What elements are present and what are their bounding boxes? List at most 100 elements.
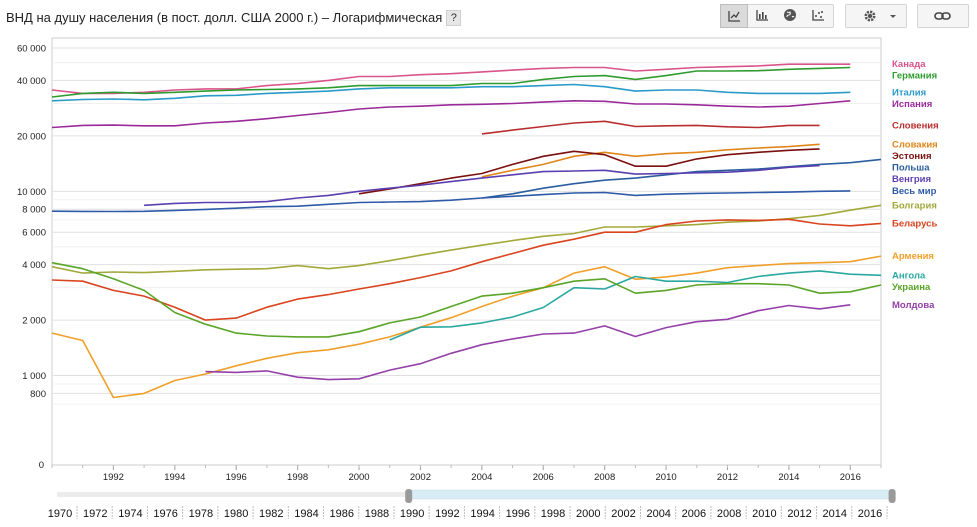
x-tick-label: 2010 <box>656 472 677 483</box>
y-tick-label: 4 000 <box>22 260 46 271</box>
x-tick-label: 2000 <box>348 472 369 483</box>
legend-label: Германия <box>892 71 937 82</box>
timeline-year-label: 1996 <box>506 508 530 520</box>
y-tick-label: 40 000 <box>17 76 46 87</box>
timeline-year-label: 1970 <box>48 508 72 520</box>
series-line-12 <box>51 218 882 321</box>
y-tick-label: 2 000 <box>22 316 46 327</box>
series-line-3 <box>51 83 851 102</box>
timeline-year-label: 2012 <box>787 508 811 520</box>
timeline-year-label: 2002 <box>611 508 635 520</box>
series-line-10 <box>51 190 851 213</box>
timeline-year-label: 1974 <box>118 508 142 520</box>
y-zero-label: 0 <box>39 460 44 471</box>
legend-label: Италия <box>892 87 926 98</box>
y-tick-label: 1 000 <box>22 371 46 382</box>
chart-title: ВНД на душу населения (в пост. долл. США… <box>6 10 462 26</box>
timeline-year-label: 2014 <box>823 508 847 520</box>
series-line-11 <box>51 204 882 274</box>
globe-map-icon <box>784 9 796 21</box>
help-button[interactable]: ? <box>446 10 462 26</box>
settings-button[interactable] <box>845 4 907 28</box>
timeline-year-label: 1978 <box>189 508 213 520</box>
timeline-slider[interactable]: 1970 1972 1974 1976 1978 1980 1982 1984 1986 1988… <box>48 489 896 520</box>
link-button[interactable] <box>917 4 969 28</box>
x-tick-label: 2012 <box>717 472 738 483</box>
scatter-icon <box>812 10 824 21</box>
legend-label: Весь мир <box>892 186 937 197</box>
line-chart-button[interactable] <box>720 4 748 28</box>
plot-border <box>51 37 882 466</box>
y-tick-label: 8 000 <box>22 205 46 216</box>
series-line-2 <box>51 66 851 98</box>
series-line-15 <box>51 261 882 338</box>
timeline-year-label: 2016 <box>858 508 882 520</box>
x-tick-label: 2016 <box>840 472 861 483</box>
timeline-year-label: 1986 <box>329 508 353 520</box>
bar-chart-icon <box>756 10 768 21</box>
series-line-7 <box>358 148 820 195</box>
y-tick-label: 60 000 <box>17 44 46 55</box>
legend-label: Словакия <box>892 139 938 150</box>
y-tick-label: 6 000 <box>22 228 46 239</box>
series-line-5 <box>481 120 820 135</box>
legend-label: Венгрия <box>892 174 931 185</box>
legend-label: Словения <box>892 120 939 131</box>
timeline-year-label: 1998 <box>541 508 565 520</box>
legend-label: Украина <box>892 282 931 293</box>
chart-series <box>51 63 882 399</box>
timeline-year-label: 1976 <box>153 508 177 520</box>
timeline-year-label: 2000 <box>576 508 600 520</box>
y-tick-label: 10 000 <box>17 187 46 198</box>
link-icon <box>934 12 951 20</box>
series-line-1 <box>51 63 851 95</box>
timeline-year-label: 1984 <box>294 508 318 520</box>
x-tick-label: 2002 <box>410 472 431 483</box>
y-tick-label: 20 000 <box>17 131 46 142</box>
legend-label: Канада <box>892 59 926 70</box>
x-tick-label: 1996 <box>226 472 247 483</box>
legend-label: Болгария <box>892 200 937 211</box>
line-chart-icon <box>728 11 740 22</box>
timeline-year-label: 1994 <box>470 508 494 520</box>
timeline-year-label: 1992 <box>435 508 459 520</box>
y-tick-label: 800 <box>30 389 46 400</box>
settings-icon <box>864 10 896 22</box>
series-line-4 <box>51 100 851 129</box>
timeline-year-label: 1988 <box>365 508 389 520</box>
chart-title-text: ВНД на душу населения (в пост. долл. США… <box>6 10 443 25</box>
legend-label: Испания <box>892 99 932 110</box>
bar-chart-button[interactable] <box>749 4 777 28</box>
legend-label: Армения <box>892 251 934 262</box>
map-button[interactable] <box>777 4 805 28</box>
series-line-14 <box>389 270 882 341</box>
timeline-year-label: 2008 <box>717 508 741 520</box>
timeline-left-handle <box>405 489 413 503</box>
x-tick-label: 2008 <box>594 472 615 483</box>
x-tick-label: 1994 <box>164 472 185 483</box>
legend-label: Беларусь <box>892 218 937 229</box>
scatter-button[interactable] <box>805 4 834 28</box>
series-line-9 <box>144 164 820 207</box>
x-tick-label: 2014 <box>778 472 799 483</box>
legend-label: Ангола <box>892 270 926 281</box>
y-axis: 60 000 40 000 20 000 10 000 8 000 6 000 4 000 2… <box>17 44 46 472</box>
timeline-year-label: 1980 <box>224 508 248 520</box>
timeline-year-label: 2004 <box>646 508 670 520</box>
timeline-year-label: 2010 <box>752 508 776 520</box>
timeline-selected-range <box>407 489 892 500</box>
legend-label: Польша <box>892 162 930 173</box>
timeline-year-label: 1982 <box>259 508 283 520</box>
x-axis: 1992 1994 1996 1998 2000 2002 2004 2006 2008 2010… <box>51 465 882 483</box>
series-line-6 <box>481 143 820 178</box>
timeline-year-label: 1972 <box>83 508 107 520</box>
legend-label: Молдова <box>892 300 935 311</box>
x-tick-label: 1998 <box>287 472 308 483</box>
timeline-year-label: 1990 <box>400 508 424 520</box>
series-line-13 <box>51 255 882 399</box>
legend-label: Эстония <box>892 151 932 162</box>
x-tick-label: 2006 <box>533 472 554 483</box>
x-tick-label: 2004 <box>471 472 492 483</box>
